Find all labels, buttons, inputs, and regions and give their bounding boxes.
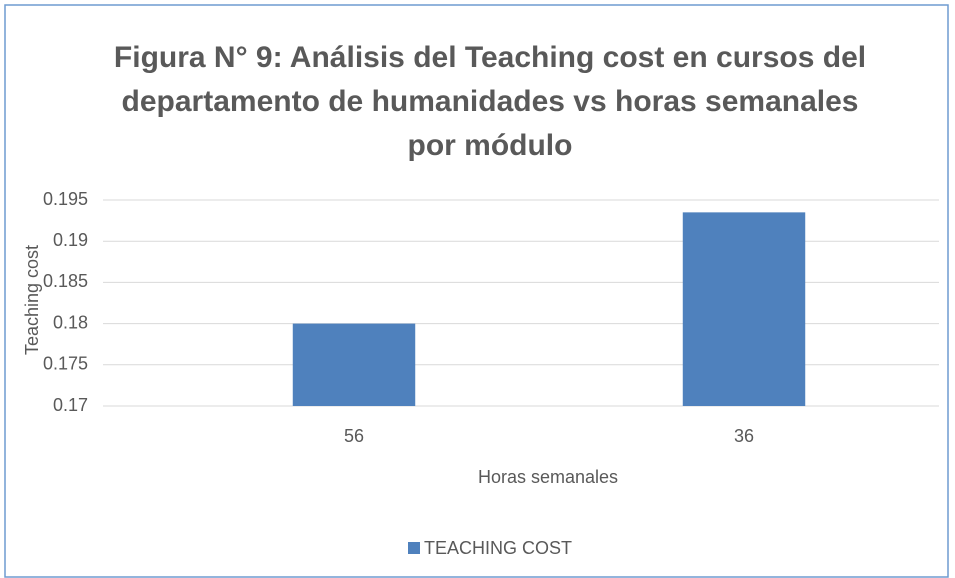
x-axis-title: Horas semanales — [478, 467, 618, 487]
legend-swatch — [408, 542, 420, 554]
y-tick-label: 0.19 — [53, 230, 88, 250]
bar — [682, 212, 806, 406]
y-tick-label: 0.175 — [43, 354, 88, 374]
legend-label: TEACHING COST — [424, 538, 572, 558]
x-tick-label: 36 — [734, 426, 754, 446]
y-tick-label: 0.195 — [43, 189, 88, 209]
bar — [292, 323, 416, 406]
chart-title: Figura N° 9: Análisis del Teaching cost … — [113, 41, 867, 162]
y-axis-title: Teaching cost — [22, 245, 42, 355]
y-tick-label: 0.185 — [43, 271, 88, 291]
x-tick-label: 56 — [344, 426, 364, 446]
y-tick-label: 0.17 — [53, 395, 88, 415]
y-tick-label: 0.18 — [53, 312, 88, 332]
chart-frame — [4, 4, 949, 578]
